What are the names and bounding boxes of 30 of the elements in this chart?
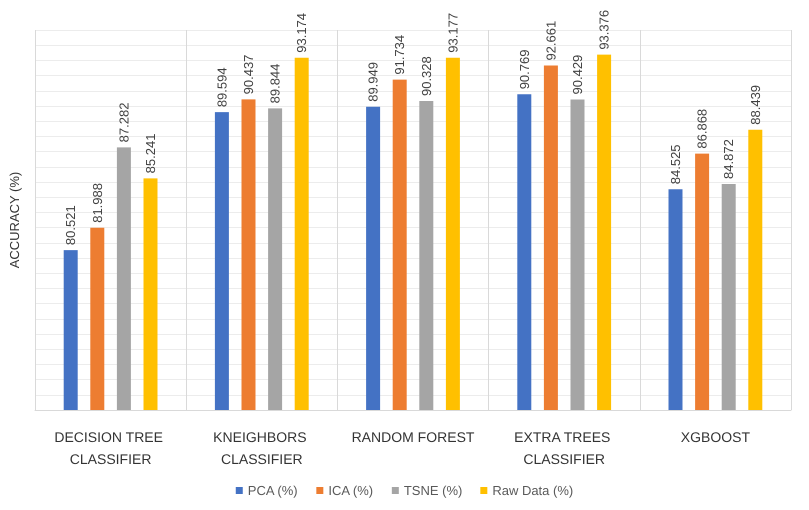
data-label: 89.594 — [214, 67, 230, 108]
data-label: 91.734 — [392, 34, 408, 75]
legend-label: ICA (%) — [328, 483, 374, 498]
data-label: 81.988 — [90, 183, 105, 223]
data-label: 92.661 — [543, 20, 558, 61]
data-label: 89.949 — [366, 62, 381, 102]
x-tick-label: EXTRA TREES CLASSIFIER — [514, 429, 614, 467]
data-label: 90.437 — [241, 54, 256, 94]
data-label: 89.844 — [268, 64, 283, 104]
x-tick-label: DECISION TREE CLASSIFIER — [54, 429, 167, 467]
data-label: 93.177 — [445, 12, 460, 53]
legend-label: PCA (%) — [248, 483, 298, 498]
data-label: 90.429 — [570, 54, 585, 94]
data-label: 93.174 — [294, 12, 310, 53]
x-tick-label: RANDOM FOREST — [352, 429, 475, 445]
x-tick-label: KNEIGHBORS CLASSIFIER — [213, 429, 310, 467]
y-axis-title: ACCURACY (%) — [7, 172, 22, 268]
data-label: 84.525 — [668, 144, 683, 184]
legend-label: TSNE (%) — [404, 483, 462, 498]
legend-label: Raw Data (%) — [492, 483, 574, 498]
data-label: 80.521 — [63, 205, 78, 246]
data-label: 84.872 — [721, 139, 736, 179]
data-label: 88.439 — [748, 84, 763, 125]
data-label: 86.868 — [694, 108, 710, 149]
data-label: 93.376 — [596, 10, 612, 50]
data-label: 90.328 — [418, 56, 434, 96]
data-label: 87.282 — [116, 102, 132, 142]
x-tick-label: XGBOOST — [680, 429, 750, 445]
data-label: 90.769 — [516, 50, 532, 90]
data-label: 85.241 — [143, 134, 158, 174]
